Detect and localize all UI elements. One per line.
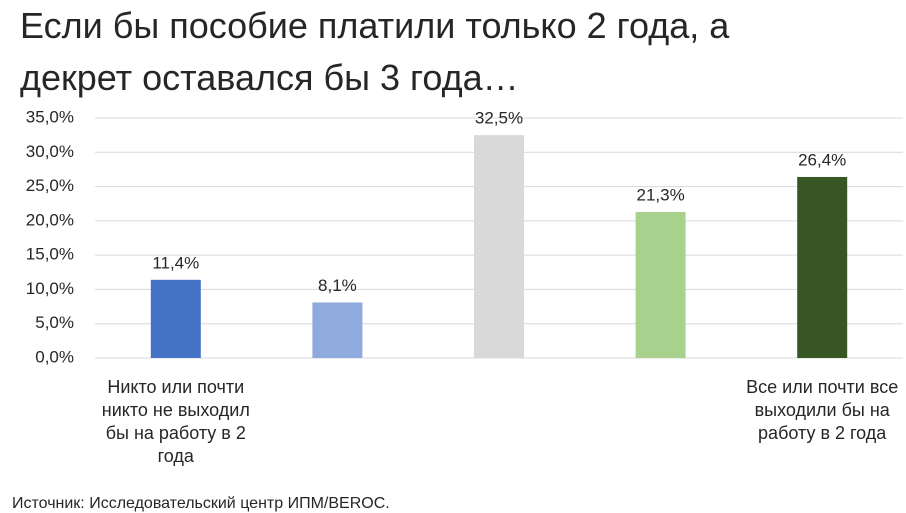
- value-label: 32,5%: [475, 109, 523, 128]
- y-tick-label: 30,0%: [26, 142, 74, 161]
- bar: [150, 279, 201, 358]
- y-tick-label: 20,0%: [26, 210, 74, 229]
- value-label: 21,3%: [636, 185, 684, 204]
- y-tick-label: 10,0%: [26, 279, 74, 298]
- value-label: 8,1%: [318, 276, 357, 295]
- bar: [312, 302, 363, 358]
- x-tick-label: Все или почти все выходили бы на работу …: [746, 377, 899, 443]
- chart-title: Если бы пособие платили только 2 года, а…: [20, 5, 730, 98]
- bar: [474, 135, 524, 358]
- y-tick-label: 0,0%: [35, 347, 74, 366]
- source-note: Источник: Исследовательский центр ИПМ/BE…: [12, 495, 390, 512]
- y-tick-label: 25,0%: [26, 176, 74, 195]
- y-tick-label: 5,0%: [35, 313, 74, 332]
- value-label: 11,4%: [152, 253, 199, 272]
- y-tick-label: 15,0%: [26, 245, 74, 264]
- bar: [635, 211, 686, 358]
- x-tick-label: Никто или почти никто не выходил бы на р…: [101, 377, 250, 466]
- y-tick-label: 35,0%: [26, 107, 74, 126]
- value-label: 26,4%: [798, 150, 846, 169]
- bar: [797, 176, 848, 358]
